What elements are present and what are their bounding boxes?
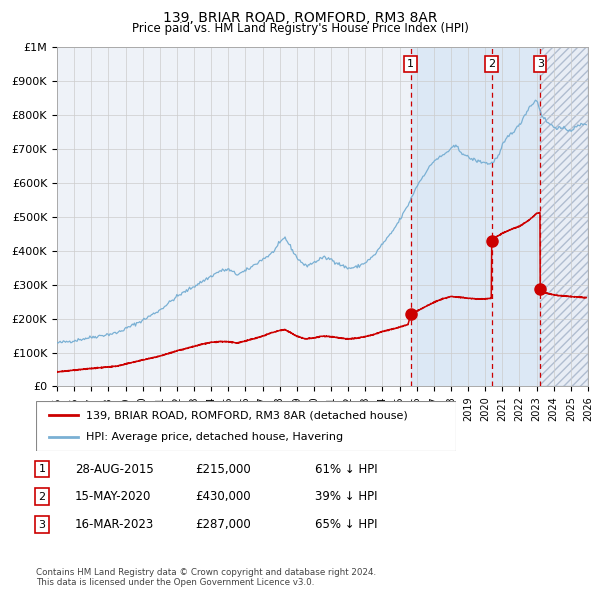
Text: 139, BRIAR ROAD, ROMFORD, RM3 8AR: 139, BRIAR ROAD, ROMFORD, RM3 8AR <box>163 11 437 25</box>
FancyBboxPatch shape <box>36 401 456 451</box>
Text: 16-MAR-2023: 16-MAR-2023 <box>75 518 154 531</box>
Text: £215,000: £215,000 <box>195 463 251 476</box>
Text: 3: 3 <box>537 59 544 69</box>
Bar <box>540 47 588 386</box>
Text: £287,000: £287,000 <box>195 518 251 531</box>
Bar <box>411 47 540 386</box>
Text: 3: 3 <box>38 520 46 529</box>
Text: 139, BRIAR ROAD, ROMFORD, RM3 8AR (detached house): 139, BRIAR ROAD, ROMFORD, RM3 8AR (detac… <box>86 410 408 420</box>
Text: 61% ↓ HPI: 61% ↓ HPI <box>315 463 377 476</box>
Text: 39% ↓ HPI: 39% ↓ HPI <box>315 490 377 503</box>
Text: 28-AUG-2015: 28-AUG-2015 <box>75 463 154 476</box>
Text: 15-MAY-2020: 15-MAY-2020 <box>75 490 151 503</box>
Text: HPI: Average price, detached house, Havering: HPI: Average price, detached house, Have… <box>86 432 344 442</box>
Text: Price paid vs. HM Land Registry's House Price Index (HPI): Price paid vs. HM Land Registry's House … <box>131 22 469 35</box>
Text: Contains HM Land Registry data © Crown copyright and database right 2024.
This d: Contains HM Land Registry data © Crown c… <box>36 568 376 587</box>
Text: £430,000: £430,000 <box>195 490 251 503</box>
Text: 2: 2 <box>488 59 495 69</box>
Text: 1: 1 <box>407 59 414 69</box>
Text: 2: 2 <box>38 492 46 502</box>
Text: 1: 1 <box>38 464 46 474</box>
Text: 65% ↓ HPI: 65% ↓ HPI <box>315 518 377 531</box>
